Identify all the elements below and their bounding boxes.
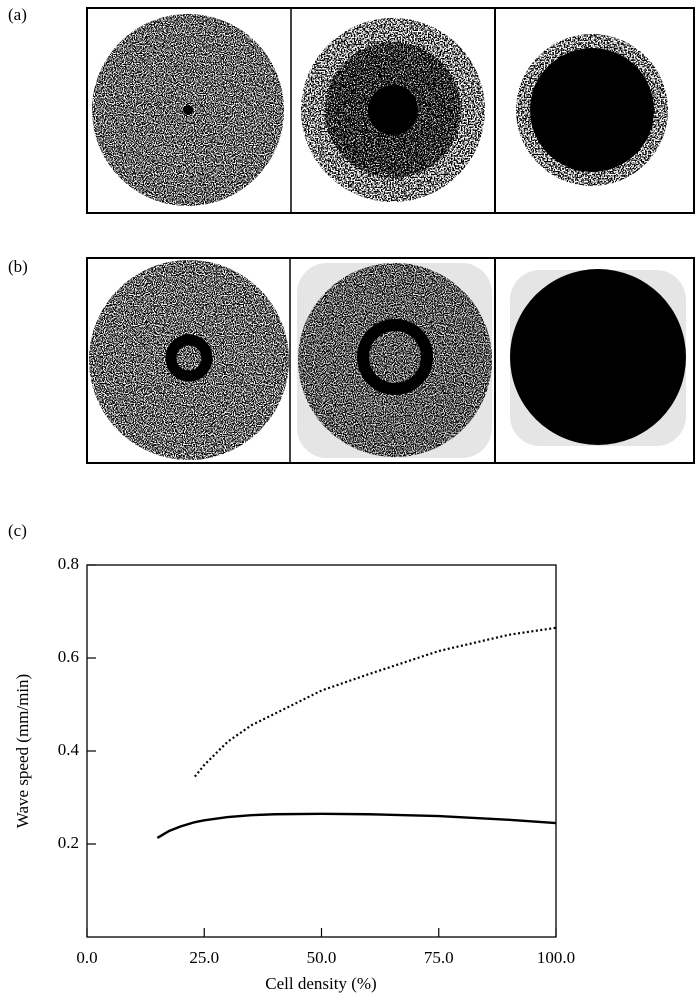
colony-center <box>183 105 193 115</box>
colony-center <box>368 85 418 135</box>
y-axis-label: Wave speed (mm/min) <box>13 674 32 828</box>
x-tick-label: 25.0 <box>189 948 219 967</box>
x-tick-label: 0.0 <box>76 948 97 967</box>
panel-label: (b) <box>8 257 28 276</box>
plot-frame <box>86 564 557 938</box>
panel-a <box>86 7 695 214</box>
colony-image <box>89 260 289 460</box>
panel-label: (c) <box>8 521 27 540</box>
panel-frame <box>86 7 695 214</box>
colony-image <box>298 263 492 457</box>
chart: Cell density (%) Wave speed (mm/min) 0.0… <box>13 554 575 993</box>
y-tick-label: 0.4 <box>58 740 80 759</box>
colony-core <box>530 48 654 172</box>
colony-ring <box>165 334 213 382</box>
colony-ring <box>357 319 433 395</box>
panel-frame <box>86 257 695 464</box>
panel-b <box>86 257 695 464</box>
series-line <box>156 812 557 839</box>
panel-label: (a) <box>8 5 27 24</box>
colony-branches <box>526 285 670 429</box>
x-tick-label: 100.0 <box>537 948 575 967</box>
x-tick-label: 50.0 <box>307 948 337 967</box>
series-line <box>194 626 557 778</box>
y-tick-label: 0.2 <box>58 833 79 852</box>
x-tick-label: 75.0 <box>424 948 454 967</box>
x-axis-label: Cell density (%) <box>265 974 376 993</box>
y-tick-label: 0.6 <box>58 647 79 666</box>
y-tick-label: 0.8 <box>58 554 79 573</box>
